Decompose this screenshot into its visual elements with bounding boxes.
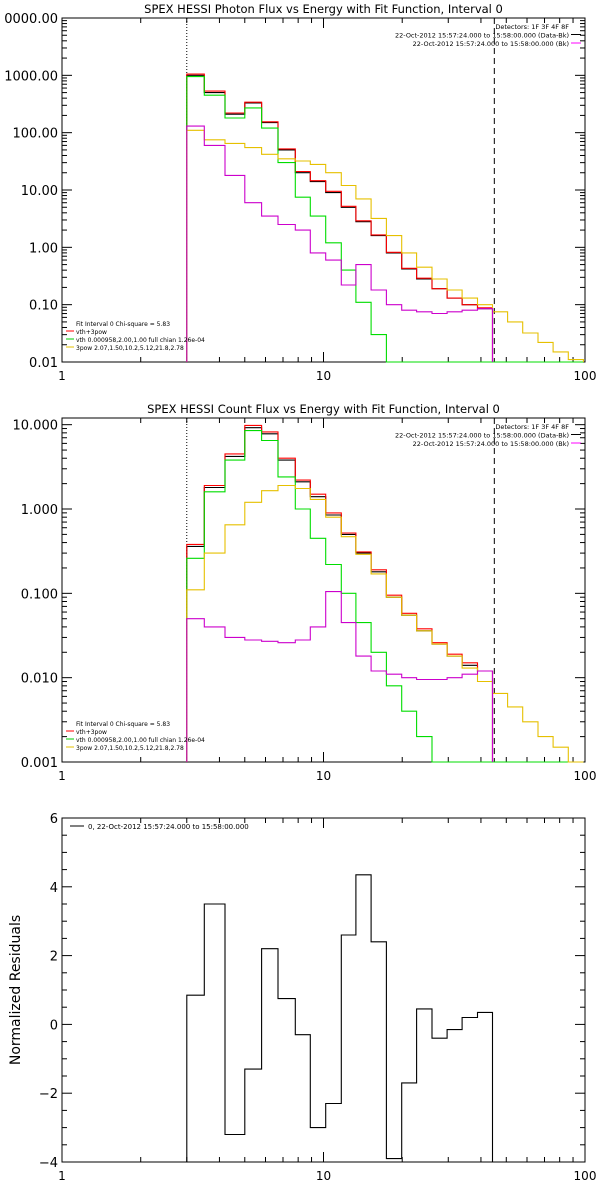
panel-1 [61,17,586,363]
legend-entry: 22-Oct-2012 15:57:24.000 to 15:58:00.000… [413,440,569,448]
axes-frame [61,817,586,1163]
x-tick-label: 100 [574,369,597,383]
legend-entry: 22-Oct-2012 15:57:24.000 to 15:58:00.000… [395,32,569,40]
chart-title: SPEX HESSI Count Flux vs Energy with Fit… [147,402,500,416]
y-tick-label: 100.00 [13,127,59,142]
legend-entry: Fit Interval 0 Chi-square = 5.83 [76,721,170,728]
legend-entry: vth+3pow [76,729,107,736]
y-tick-label: 6 [50,812,58,827]
y-tick-label: −4 [39,1156,58,1171]
y-tick-label: 1.000 [21,503,58,518]
x-tick-label: 1 [58,769,66,783]
legend-entry: 3pow 2.07,1.50,10.2,5.12,21.8,2.78 [76,345,184,352]
x-tick-label: 10 [316,1169,331,1183]
legend-entry: Fit Interval 0 Chi-square = 5.83 [76,321,170,328]
axes-frame [61,17,586,363]
y-tick-label: 0.100 [21,587,58,602]
axes-frame [61,417,586,763]
y-tick-label: 1000.00 [4,69,58,84]
series-2-step-line [186,76,584,363]
y-tick-label: 10.000 [13,419,59,434]
x-tick-label: 1 [58,369,66,383]
y-tick-label: 2 [50,950,58,965]
legend-entry: vth 0.000958,2.00,1.00 full chian 1.26e-… [76,337,205,344]
series-1-step-line [186,73,494,362]
series-4-step-line [186,591,494,762]
legend-entry: vth 0.000958,2.00,1.00 full chian 1.26e-… [76,737,205,744]
panel-3 [61,817,586,1163]
y-tick-label: 1.00 [29,241,58,256]
series-0-step-line [186,427,494,762]
y-tick-label: 4 [50,881,58,896]
y-tick-label: 0 [50,1018,58,1033]
x-tick-label: 100 [574,1169,597,1183]
series-2-step-line [186,430,584,763]
panel-2 [61,417,586,763]
legend-entry: 3pow 2.07,1.50,10.2,5.12,21.8,2.78 [76,745,184,752]
chart-title: SPEX HESSI Photon Flux vs Energy with Fi… [144,2,503,16]
x-tick-label: 10 [316,769,331,783]
legend-entry: Detectors: 1F 3F 4F 8F [495,423,569,431]
legend-entry: vth+3pow [76,329,107,336]
x-tick-label: 100 [574,769,597,783]
x-tick-label: 10 [316,369,331,383]
series-3-step-line [186,129,584,362]
series-0-step-line [186,874,494,1162]
legend-entry: Detectors: 1F 3F 4F 8F [495,23,569,31]
y-tick-label: 0.10 [29,299,58,314]
y-tick-label: 0.001 [21,756,58,771]
y-tick-label: 0.010 [21,672,58,687]
y-axis-title: Normalized Residuals [8,915,24,1065]
y-tick-label: −2 [39,1087,58,1102]
legend-entry: 22-Oct-2012 15:57:24.000 to 15:58:00.000… [413,40,569,48]
y-tick-label: 0000.00 [4,12,58,27]
series-1-step-line [186,424,494,762]
legend-entry: 0, 22-Oct-2012 15:57:24.000 to 15:58:00.… [88,823,249,831]
legend-entry: 22-Oct-2012 15:57:24.000 to 15:58:00.000… [395,432,569,440]
y-tick-label: 0.01 [29,356,58,371]
series-4-step-line [186,125,494,362]
series-3-step-line [186,484,584,763]
x-tick-label: 1 [58,1169,66,1183]
y-tick-label: 10.00 [21,184,58,199]
